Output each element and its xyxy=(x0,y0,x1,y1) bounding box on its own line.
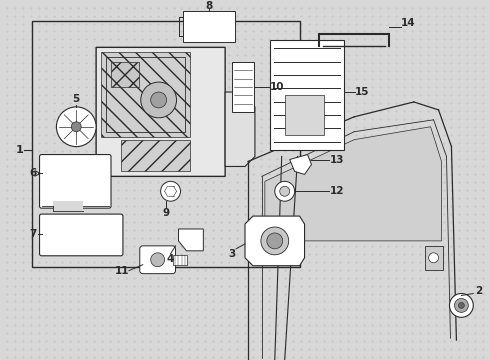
Bar xyxy=(106,57,185,132)
Circle shape xyxy=(449,293,473,317)
Bar xyxy=(232,62,254,112)
Circle shape xyxy=(429,253,439,263)
Text: 2: 2 xyxy=(475,285,483,296)
Circle shape xyxy=(56,107,96,147)
Text: 14: 14 xyxy=(401,18,416,28)
Bar xyxy=(121,140,191,171)
Bar xyxy=(53,201,83,211)
Text: 7: 7 xyxy=(29,229,37,239)
Circle shape xyxy=(261,227,289,255)
Text: 6: 6 xyxy=(29,168,37,179)
Text: 1: 1 xyxy=(16,145,24,154)
Text: 3: 3 xyxy=(228,249,235,259)
Text: 9: 9 xyxy=(162,208,169,218)
Bar xyxy=(183,11,235,42)
Text: 12: 12 xyxy=(329,186,344,196)
Text: 11: 11 xyxy=(114,266,129,276)
Circle shape xyxy=(151,92,167,108)
FancyBboxPatch shape xyxy=(140,246,175,274)
Text: 8: 8 xyxy=(206,1,213,11)
Text: 5: 5 xyxy=(73,94,80,104)
Circle shape xyxy=(458,302,465,309)
Bar xyxy=(111,62,139,87)
Text: 13: 13 xyxy=(329,154,344,165)
Polygon shape xyxy=(178,229,203,251)
Circle shape xyxy=(151,253,165,267)
FancyBboxPatch shape xyxy=(40,214,123,256)
Bar xyxy=(172,255,188,265)
Text: 10: 10 xyxy=(270,82,284,92)
FancyBboxPatch shape xyxy=(40,154,111,208)
Text: 15: 15 xyxy=(355,87,369,97)
Bar xyxy=(425,246,442,270)
Circle shape xyxy=(141,82,176,118)
Circle shape xyxy=(454,298,468,312)
Circle shape xyxy=(161,181,180,201)
Polygon shape xyxy=(265,127,441,241)
Polygon shape xyxy=(290,154,312,174)
Text: 4: 4 xyxy=(167,254,174,264)
Bar xyxy=(285,95,324,135)
Circle shape xyxy=(267,233,283,249)
Circle shape xyxy=(280,186,290,196)
Polygon shape xyxy=(225,92,255,166)
Polygon shape xyxy=(96,48,225,176)
Bar xyxy=(101,52,191,137)
Bar xyxy=(32,21,299,267)
Circle shape xyxy=(72,122,81,132)
Circle shape xyxy=(275,181,294,201)
Polygon shape xyxy=(245,216,305,266)
Bar xyxy=(270,40,344,150)
